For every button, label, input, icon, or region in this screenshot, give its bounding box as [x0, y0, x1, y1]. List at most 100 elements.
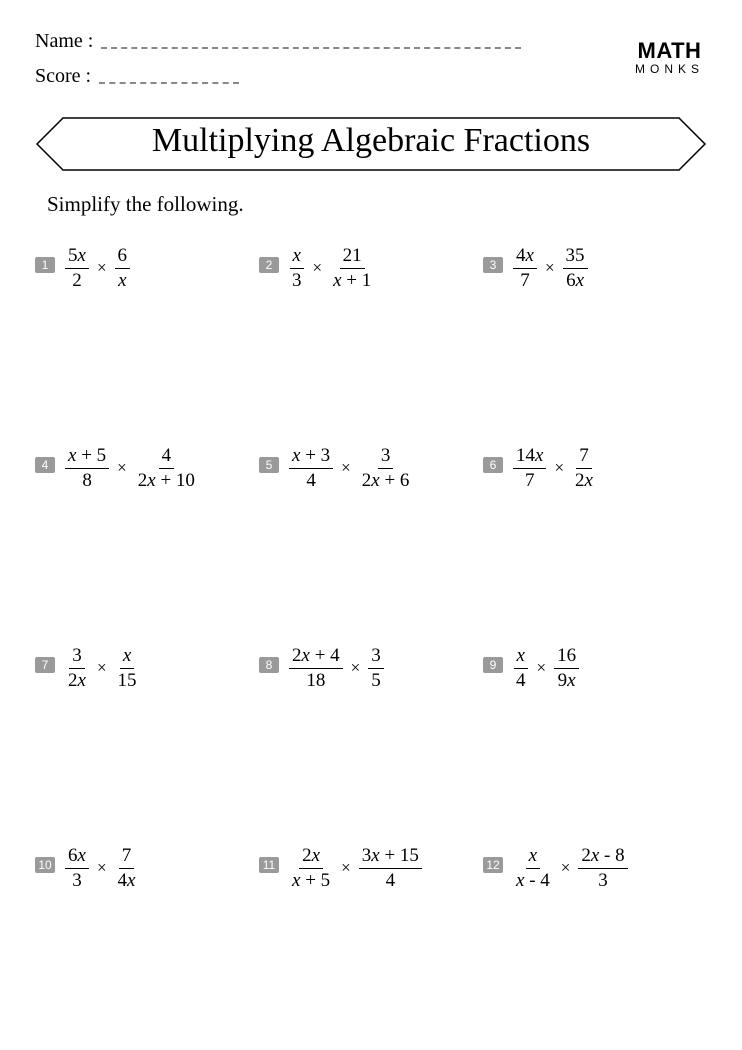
problem: 4 x + 58 × 42x + 10	[35, 445, 259, 645]
problem-number-badge: 5	[259, 457, 279, 473]
problem-expression: 32x × x15	[65, 645, 140, 692]
instruction: Simplify the following.	[47, 192, 707, 217]
problem-expression: 5x2 × 6x	[65, 245, 130, 292]
problem-expression: x3×21x + 1	[289, 245, 374, 292]
fraction-b: 74x	[115, 845, 139, 892]
denominator: 4	[303, 469, 319, 492]
fraction-a: 6x3	[65, 845, 89, 892]
problem-number-badge: 7	[35, 657, 55, 673]
name-label: Name :	[35, 30, 93, 53]
denominator: 4	[383, 869, 399, 892]
fraction-b: 169x	[554, 645, 579, 692]
numerator: x	[290, 245, 304, 269]
problem: 2x3×21x + 1	[259, 245, 483, 445]
name-row: Name :	[35, 30, 707, 53]
numerator: 14x	[513, 445, 546, 469]
numerator: 7	[119, 845, 135, 869]
denominator: 2x	[65, 669, 89, 692]
problem-number-badge: 4	[35, 457, 55, 473]
problems-grid: 15x2×6x2x3×21x + 134x7×356x4x + 58×42x +…	[35, 245, 707, 1045]
numerator: 16	[554, 645, 579, 669]
denominator: 5	[368, 669, 384, 692]
problem-number-badge: 3	[483, 257, 503, 273]
problem: 5 x + 34 × 32x + 6	[259, 445, 483, 645]
problem-expression: 14x7×72x	[513, 445, 596, 492]
problem-number-badge: 12	[483, 857, 503, 873]
fraction-b: 35	[368, 645, 384, 692]
fraction-b: 72x	[572, 445, 596, 492]
problem-expression: xx - 4 × 2x - 83	[513, 845, 628, 892]
numerator: 6	[115, 245, 131, 269]
fraction-a: x4	[513, 645, 529, 692]
fraction-a: xx - 4	[513, 845, 553, 892]
problem: 1 5x2 × 6x	[35, 245, 259, 445]
times-symbol: ×	[554, 458, 564, 478]
denominator: 3	[69, 869, 85, 892]
denominator: 6x	[563, 269, 587, 292]
denominator: 15	[115, 669, 140, 692]
problem: 614x7×72x	[483, 445, 707, 645]
problem-number-badge: 9	[483, 657, 503, 673]
problem: 82x + 418×35	[259, 645, 483, 845]
denominator: 7	[517, 269, 533, 292]
score-row: Score :	[35, 65, 707, 88]
numerator: 3	[368, 645, 384, 669]
fraction-a: 5x2	[65, 245, 89, 292]
numerator: 6x	[65, 845, 89, 869]
fraction-a: 14x7	[513, 445, 546, 492]
problem: 12 xx - 4 × 2x - 83	[483, 845, 707, 1045]
problem-number-badge: 1	[35, 257, 55, 273]
numerator: x	[526, 845, 540, 869]
denominator: 18	[303, 669, 328, 692]
denominator: x - 4	[513, 869, 553, 892]
fraction-a: 2x + 418	[289, 645, 343, 692]
denominator: 4x	[115, 869, 139, 892]
problem: 9x4×169x	[483, 645, 707, 845]
denominator: 3	[595, 869, 611, 892]
problem-expression: x + 34 × 32x + 6	[289, 445, 412, 492]
denominator: x	[115, 269, 129, 292]
numerator: 2x	[299, 845, 323, 869]
numerator: 21	[340, 245, 365, 269]
numerator: 3	[69, 645, 85, 669]
times-symbol: ×	[341, 458, 351, 478]
fraction-a: 32x	[65, 645, 89, 692]
numerator: x + 3	[289, 445, 333, 469]
times-symbol: ×	[97, 658, 107, 678]
times-symbol: ×	[545, 258, 555, 278]
times-symbol: ×	[97, 858, 107, 878]
numerator: 5x	[65, 245, 89, 269]
fraction-b: 42x + 10	[135, 445, 198, 492]
fraction-b: 6x	[115, 245, 131, 292]
logo-sub: MONKS	[635, 63, 704, 75]
fraction-b: 3x + 154	[359, 845, 422, 892]
denominator: 8	[79, 469, 95, 492]
times-symbol: ×	[561, 858, 571, 878]
numerator: 4	[159, 445, 175, 469]
score-label: Score :	[35, 65, 91, 88]
numerator: 3	[378, 445, 394, 469]
problem-expression: x + 58 × 42x + 10	[65, 445, 198, 492]
problem-expression: 6x3 × 74x	[65, 845, 138, 892]
denominator: 9x	[555, 669, 579, 692]
fraction-a: x + 58	[65, 445, 109, 492]
numerator: x	[120, 645, 134, 669]
numerator: x	[514, 645, 528, 669]
fraction-b: 21x + 1	[330, 245, 374, 292]
logo-main: MATH	[635, 40, 704, 62]
numerator: 2x + 4	[289, 645, 343, 669]
title-banner: Multiplying Algebraic Fractions	[35, 116, 707, 172]
problem-number-badge: 11	[259, 857, 279, 873]
denominator: 2x + 6	[359, 469, 413, 492]
numerator: 7	[576, 445, 592, 469]
fraction-a: x3	[289, 245, 305, 292]
problem: 732x×x15	[35, 645, 259, 845]
times-symbol: ×	[97, 258, 107, 278]
denominator: 4	[513, 669, 529, 692]
problem-expression: 2x + 418×35	[289, 645, 384, 692]
problem: 106x3×74x	[35, 845, 259, 1045]
numerator: 4x	[513, 245, 537, 269]
numerator: 2x - 8	[578, 845, 627, 869]
numerator: 35	[563, 245, 588, 269]
times-symbol: ×	[117, 458, 127, 478]
